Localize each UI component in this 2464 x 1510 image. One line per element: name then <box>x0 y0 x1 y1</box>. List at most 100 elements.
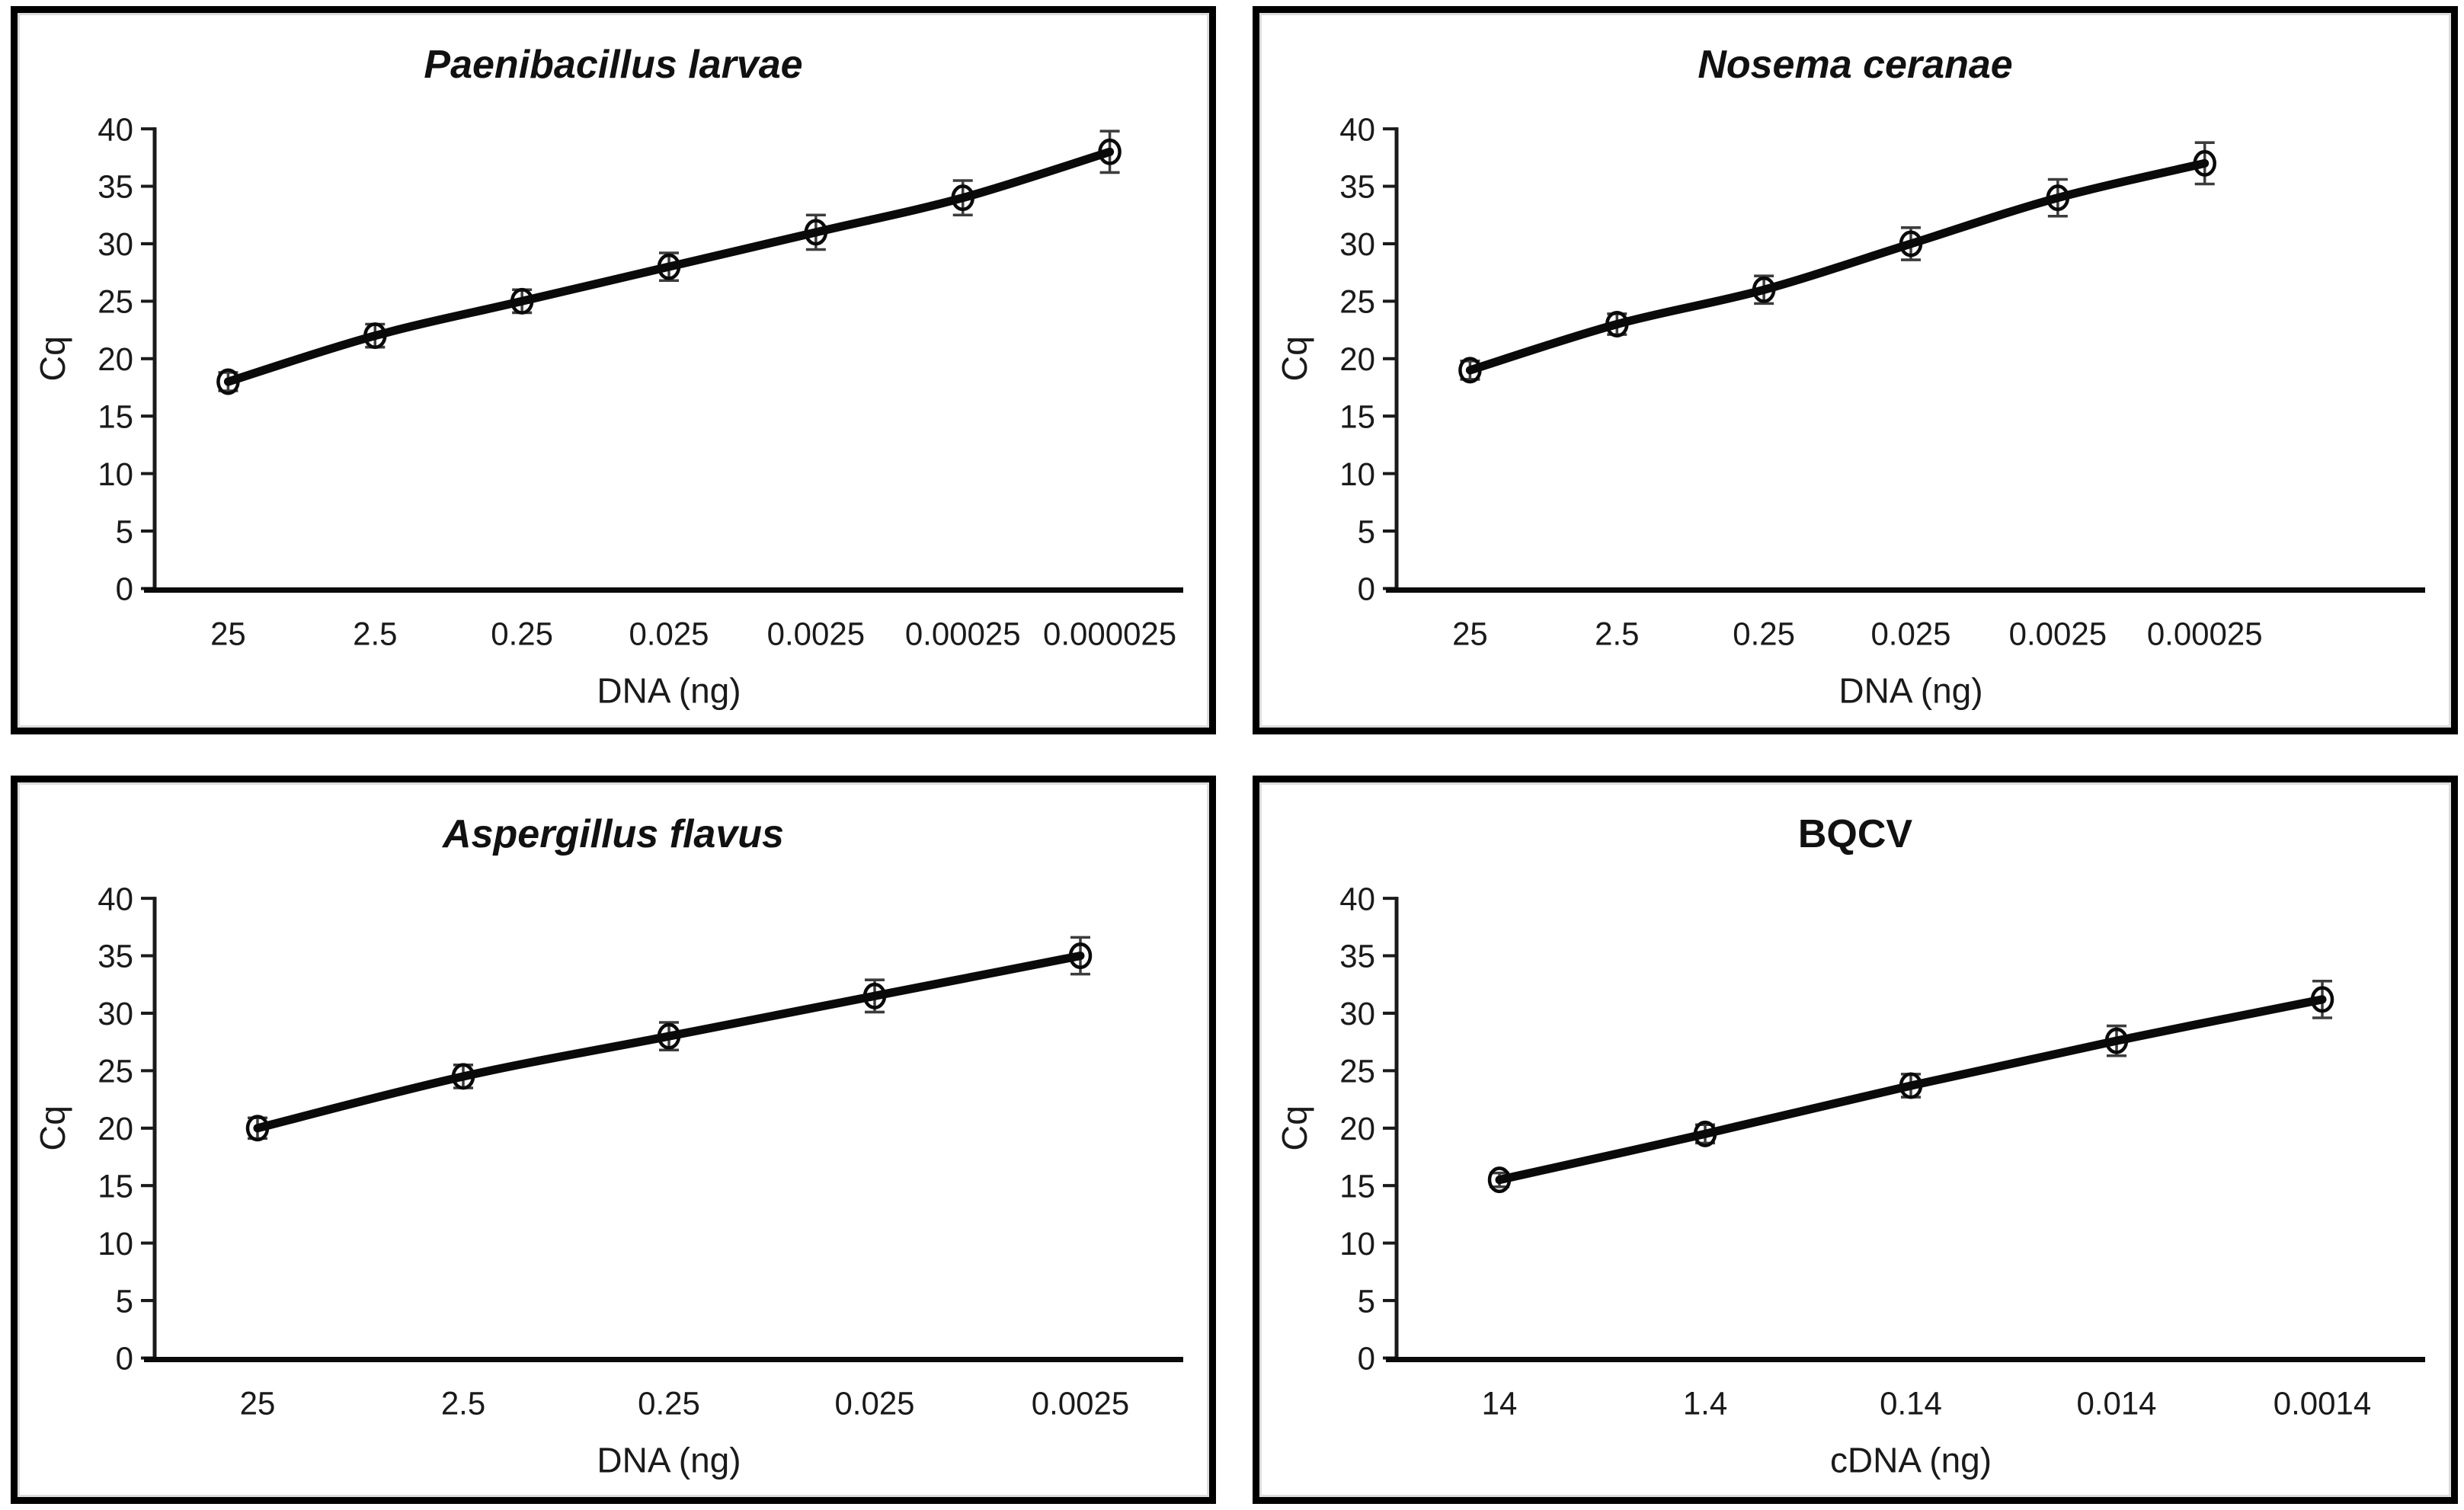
y-tick-label: 10 <box>98 456 133 492</box>
chart-svg: 0 5 10 15 20 25 30 35 40 25 2.5 0.25 0.025 0.0025 0.00… <box>33 111 1183 711</box>
y-tick-label: 15 <box>98 1168 133 1204</box>
chart-title: Paenibacillus larvae <box>424 43 803 87</box>
x-tick-label: 2.5 <box>441 1385 485 1421</box>
y-tick-label: 15 <box>1339 398 1375 434</box>
y-axis-title: Cq <box>1275 336 1314 382</box>
data-point-marker <box>216 368 240 395</box>
y-tick-label: 5 <box>1358 513 1375 549</box>
chart-title: BQCV <box>1797 812 1913 856</box>
x-tick-label: 0.014 <box>2076 1385 2156 1421</box>
chart-svg: 0 5 10 15 20 25 30 35 40 25 2.5 0.25 0.025 0.0025 0.00… <box>1275 111 2425 711</box>
data-point-marker <box>657 253 681 280</box>
x-tick-label: 0.025 <box>1870 616 1950 651</box>
data-point-marker <box>2193 149 2216 177</box>
x-tick-label: 2.5 <box>353 616 397 651</box>
chart-title: Nosema ceranae <box>1698 43 2013 87</box>
series-line <box>223 147 1115 386</box>
error-bars <box>218 130 1120 392</box>
chart-svg: 0 5 10 15 20 25 30 35 40 14 1.4 0.14 0.014 0.0014 cDNA… <box>1275 881 2425 1480</box>
x-tick-label: 0.025 <box>629 616 709 651</box>
y-tick-label: 40 <box>1339 111 1375 147</box>
y-tick-label: 35 <box>98 168 133 204</box>
y-tick-label: 25 <box>1339 1053 1375 1089</box>
y-tick-label: 40 <box>1339 881 1375 917</box>
chart-panel-aspergillus-flavus: Aspergillus flavus 0 5 10 15 20 25 30 35 40 25 2.5… <box>11 776 1216 1504</box>
data-point-marker <box>245 1115 270 1142</box>
data-point-marker <box>1458 357 1482 384</box>
data-point-marker <box>1068 942 1093 970</box>
x-tick-label: 0.0014 <box>2274 1385 2371 1421</box>
y-tick-label: 35 <box>98 938 133 974</box>
y-tick-label: 20 <box>1339 1111 1375 1147</box>
data-point-marker <box>2046 184 2070 212</box>
y-tick-label: 25 <box>1339 283 1375 319</box>
y-tick-label: 0 <box>1358 1340 1375 1376</box>
x-tick-label: 0.0025 <box>2009 616 2107 651</box>
data-point-marker <box>2104 1027 2129 1054</box>
y-tick-label: 30 <box>98 226 133 262</box>
y-tick-label: 5 <box>116 1283 133 1319</box>
x-tick-label: 0.14 <box>1880 1385 1942 1421</box>
x-tick-label: 25 <box>240 1385 276 1421</box>
x-tick-label: 0.25 <box>638 1385 700 1421</box>
data-point-marker <box>510 287 534 315</box>
x-axis-title: DNA (ng) <box>1838 670 1982 710</box>
data-point-marker <box>363 322 387 350</box>
chart-panel-paenibacillus-larvae: Paenibacillus larvae 0 5 10 15 20 25 30 35 40 25 2… <box>11 6 1216 734</box>
y-axis-title: Cq <box>1275 1105 1314 1151</box>
y-tick-label: 0 <box>116 1340 133 1376</box>
y-tick-label: 5 <box>116 513 133 549</box>
data-point-marker <box>1899 1072 1923 1099</box>
data-point-marker <box>1693 1120 1717 1147</box>
chart-panel-bqcv: BQCV 0 5 10 15 20 25 30 35 40 14 1.4 0.14 0.014 0.001… <box>1253 776 2458 1504</box>
data-point-marker <box>1487 1166 1512 1194</box>
data-point-marker <box>862 982 887 1009</box>
x-tick-label: 0.000025 <box>1043 616 1176 651</box>
y-tick-label: 30 <box>98 996 133 1032</box>
series-line <box>253 951 1085 1133</box>
x-tick-label: 25 <box>210 616 246 651</box>
y-tick-label: 25 <box>98 283 133 319</box>
x-axis-title: DNA (ng) <box>597 1440 741 1480</box>
x-tick-label: 0.00025 <box>905 616 1021 651</box>
y-tick-label: 15 <box>1339 1168 1375 1204</box>
y-tick-label: 25 <box>98 1053 133 1089</box>
y-tick-label: 0 <box>116 571 133 606</box>
x-tick-label: 0.00025 <box>2147 616 2263 651</box>
x-tick-label: 0.0025 <box>1032 1385 1129 1421</box>
x-tick-label: 0.25 <box>491 616 553 651</box>
data-point-marker <box>2310 986 2334 1013</box>
y-tick-label: 35 <box>1339 938 1375 974</box>
x-axis-title: DNA (ng) <box>597 670 741 710</box>
y-tick-label: 0 <box>1358 571 1375 606</box>
data-point-marker <box>951 184 974 212</box>
data-point-marker <box>451 1063 475 1090</box>
x-tick-label: 1.4 <box>1683 1385 1727 1421</box>
y-tick-label: 40 <box>98 881 133 917</box>
data-point-marker <box>1605 311 1629 338</box>
data-point-marker <box>1752 276 1776 303</box>
data-point-marker <box>657 1022 681 1050</box>
x-axis-title: cDNA (ng) <box>1830 1440 1992 1480</box>
y-tick-label: 10 <box>1339 1226 1375 1262</box>
y-tick-label: 5 <box>1358 1283 1375 1319</box>
data-point-marker <box>1098 138 1122 165</box>
x-tick-label: 0.25 <box>1733 616 1795 651</box>
x-tick-label: 2.5 <box>1595 616 1639 651</box>
x-tick-label: 0.0025 <box>767 616 865 651</box>
y-axis-title: Cq <box>33 336 72 382</box>
chart-svg: 0 5 10 15 20 25 30 35 40 25 2.5 0.25 0.025 0.0025 DNA … <box>33 881 1183 1480</box>
x-tick-label: 14 <box>1482 1385 1518 1421</box>
chart-panel-nosema-ceranae: Nosema ceranae 0 5 10 15 20 25 30 35 40 25 2.5 0.25… <box>1253 6 2458 734</box>
y-axis-title: Cq <box>33 1105 72 1151</box>
y-tick-label: 10 <box>1339 456 1375 492</box>
chart-title: Aspergillus flavus <box>443 812 784 856</box>
series-line <box>1465 158 2210 375</box>
y-tick-label: 20 <box>98 341 133 377</box>
series-line <box>1495 995 2327 1185</box>
y-tick-label: 40 <box>98 111 133 147</box>
y-tick-label: 20 <box>1339 341 1375 377</box>
y-tick-label: 20 <box>98 1111 133 1147</box>
y-tick-label: 35 <box>1339 168 1375 204</box>
